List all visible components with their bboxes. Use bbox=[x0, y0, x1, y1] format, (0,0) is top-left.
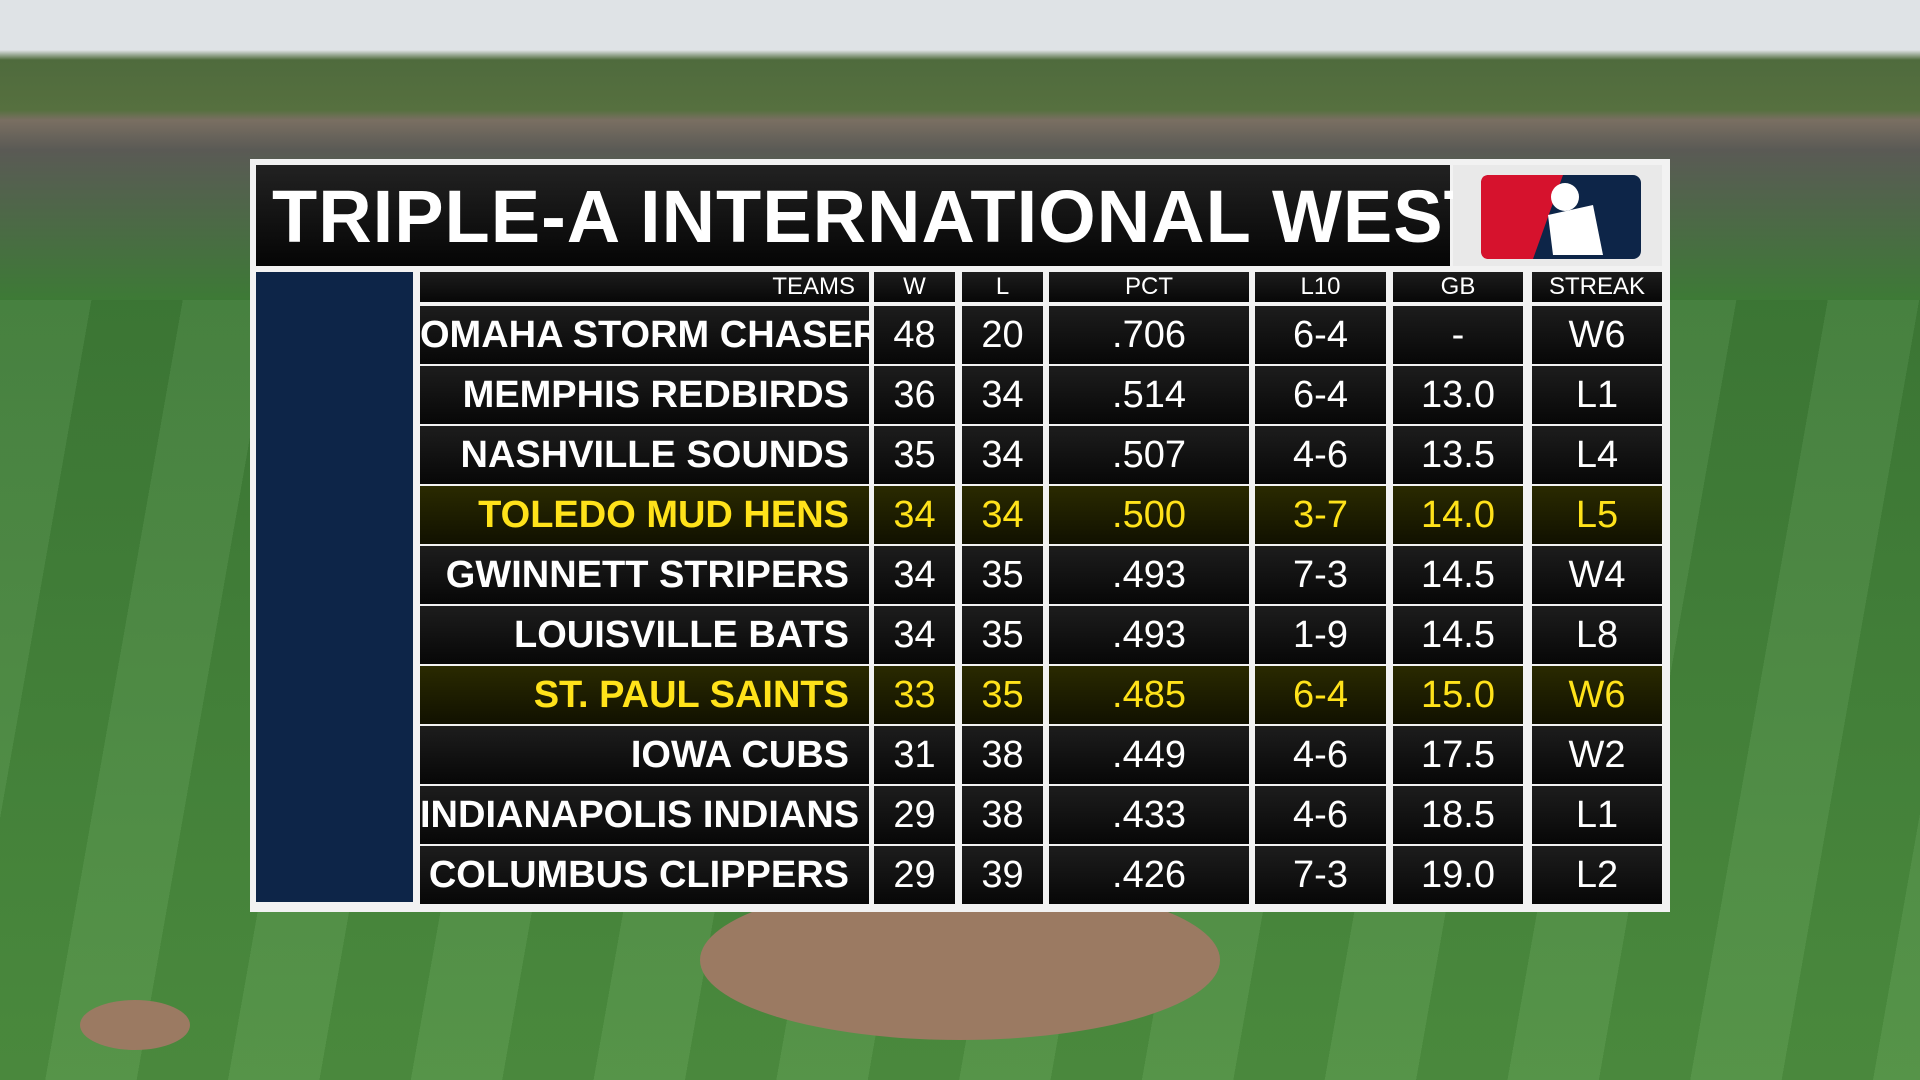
team-name: OMAHA STORM CHASERS bbox=[420, 306, 869, 364]
stat-cell: 15.0 bbox=[1393, 666, 1523, 724]
stat-cell: 34 bbox=[874, 546, 955, 604]
column-header: L bbox=[962, 272, 1043, 302]
stat-cell: .493 bbox=[1049, 606, 1249, 664]
stat-cell: 29 bbox=[874, 786, 955, 844]
team-name: COLUMBUS CLIPPERS bbox=[420, 846, 869, 904]
stat-cell: .426 bbox=[1049, 846, 1249, 904]
team-name: LOUISVILLE BATS bbox=[420, 606, 869, 664]
stat-cell: L8 bbox=[1532, 606, 1662, 664]
column-header: L10 bbox=[1255, 272, 1386, 302]
team-name: INDIANAPOLIS INDIANS bbox=[420, 786, 869, 844]
stat-cell: 38 bbox=[962, 726, 1043, 784]
team-name: IOWA CUBS bbox=[420, 726, 869, 784]
stat-cell: .507 bbox=[1049, 426, 1249, 484]
logo-red bbox=[1481, 175, 1563, 259]
stat-cell: .493 bbox=[1049, 546, 1249, 604]
team-name: ST. PAUL SAINTS bbox=[420, 666, 869, 724]
stat-cell: 48 bbox=[874, 306, 955, 364]
stat-cell: L1 bbox=[1532, 786, 1662, 844]
stat-cell: 6-4 bbox=[1255, 366, 1386, 424]
stat-cell: 20 bbox=[962, 306, 1043, 364]
stat-cell: 14.0 bbox=[1393, 486, 1523, 544]
stat-cell: 31 bbox=[874, 726, 955, 784]
stat-cell: 13.5 bbox=[1393, 426, 1523, 484]
stat-cell: W2 bbox=[1532, 726, 1662, 784]
stat-cell: 17.5 bbox=[1393, 726, 1523, 784]
column-header: TEAMS bbox=[420, 272, 869, 302]
stat-cell: 18.5 bbox=[1393, 786, 1523, 844]
stat-cell: 1-9 bbox=[1255, 606, 1386, 664]
column-header: STREAK bbox=[1532, 272, 1662, 302]
stat-cell: L5 bbox=[1532, 486, 1662, 544]
stat-cell: 6-4 bbox=[1255, 666, 1386, 724]
milb-logo bbox=[1481, 175, 1641, 259]
team-name: GWINNETT STRIPERS bbox=[420, 546, 869, 604]
stat-cell: 38 bbox=[962, 786, 1043, 844]
stat-cell: 35 bbox=[874, 426, 955, 484]
stat-cell: 13.0 bbox=[1393, 366, 1523, 424]
column-header: W bbox=[874, 272, 955, 302]
stat-cell: 33 bbox=[874, 666, 955, 724]
stat-cell: L1 bbox=[1532, 366, 1662, 424]
stat-cell: 34 bbox=[962, 426, 1043, 484]
side-block bbox=[256, 272, 413, 902]
stat-cell: .485 bbox=[1049, 666, 1249, 724]
stat-cell: 7-3 bbox=[1255, 546, 1386, 604]
stat-cell: .433 bbox=[1049, 786, 1249, 844]
stat-cell: 35 bbox=[962, 546, 1043, 604]
stat-cell: 39 bbox=[962, 846, 1043, 904]
stat-cell: 34 bbox=[874, 486, 955, 544]
title: TRIPLE-A INTERNATIONAL WEST bbox=[272, 175, 1490, 258]
stat-cell: L2 bbox=[1532, 846, 1662, 904]
team-name: NASHVILLE SOUNDS bbox=[420, 426, 869, 484]
stat-cell: 34 bbox=[874, 606, 955, 664]
stat-cell: 19.0 bbox=[1393, 846, 1523, 904]
stat-cell: .514 bbox=[1049, 366, 1249, 424]
stat-cell: W6 bbox=[1532, 306, 1662, 364]
stat-cell: L4 bbox=[1532, 426, 1662, 484]
stat-cell: - bbox=[1393, 306, 1523, 364]
title-bar bbox=[256, 165, 1450, 266]
stat-cell: 35 bbox=[962, 666, 1043, 724]
logo-head bbox=[1551, 183, 1579, 211]
stat-cell: 36 bbox=[874, 366, 955, 424]
stat-cell: 3-7 bbox=[1255, 486, 1386, 544]
stat-cell: 4-6 bbox=[1255, 726, 1386, 784]
stat-cell: 7-3 bbox=[1255, 846, 1386, 904]
team-name: TOLEDO MUD HENS bbox=[420, 486, 869, 544]
column-header: GB bbox=[1393, 272, 1523, 302]
stat-cell: 14.5 bbox=[1393, 606, 1523, 664]
stat-cell: 29 bbox=[874, 846, 955, 904]
stat-cell: 4-6 bbox=[1255, 426, 1386, 484]
team-name: MEMPHIS REDBIRDS bbox=[420, 366, 869, 424]
stat-cell: .500 bbox=[1049, 486, 1249, 544]
logo-body bbox=[1548, 205, 1603, 255]
stat-cell: W6 bbox=[1532, 666, 1662, 724]
stat-cell: .706 bbox=[1049, 306, 1249, 364]
stat-cell: 6-4 bbox=[1255, 306, 1386, 364]
stat-cell: 4-6 bbox=[1255, 786, 1386, 844]
on-deck-circle bbox=[80, 1000, 190, 1050]
column-header: PCT bbox=[1049, 272, 1249, 302]
stat-cell: .449 bbox=[1049, 726, 1249, 784]
stat-cell: W4 bbox=[1532, 546, 1662, 604]
stat-cell: 34 bbox=[962, 366, 1043, 424]
logo bbox=[1453, 165, 1662, 266]
stat-cell: 34 bbox=[962, 486, 1043, 544]
stat-cell: 14.5 bbox=[1393, 546, 1523, 604]
stat-cell: 35 bbox=[962, 606, 1043, 664]
